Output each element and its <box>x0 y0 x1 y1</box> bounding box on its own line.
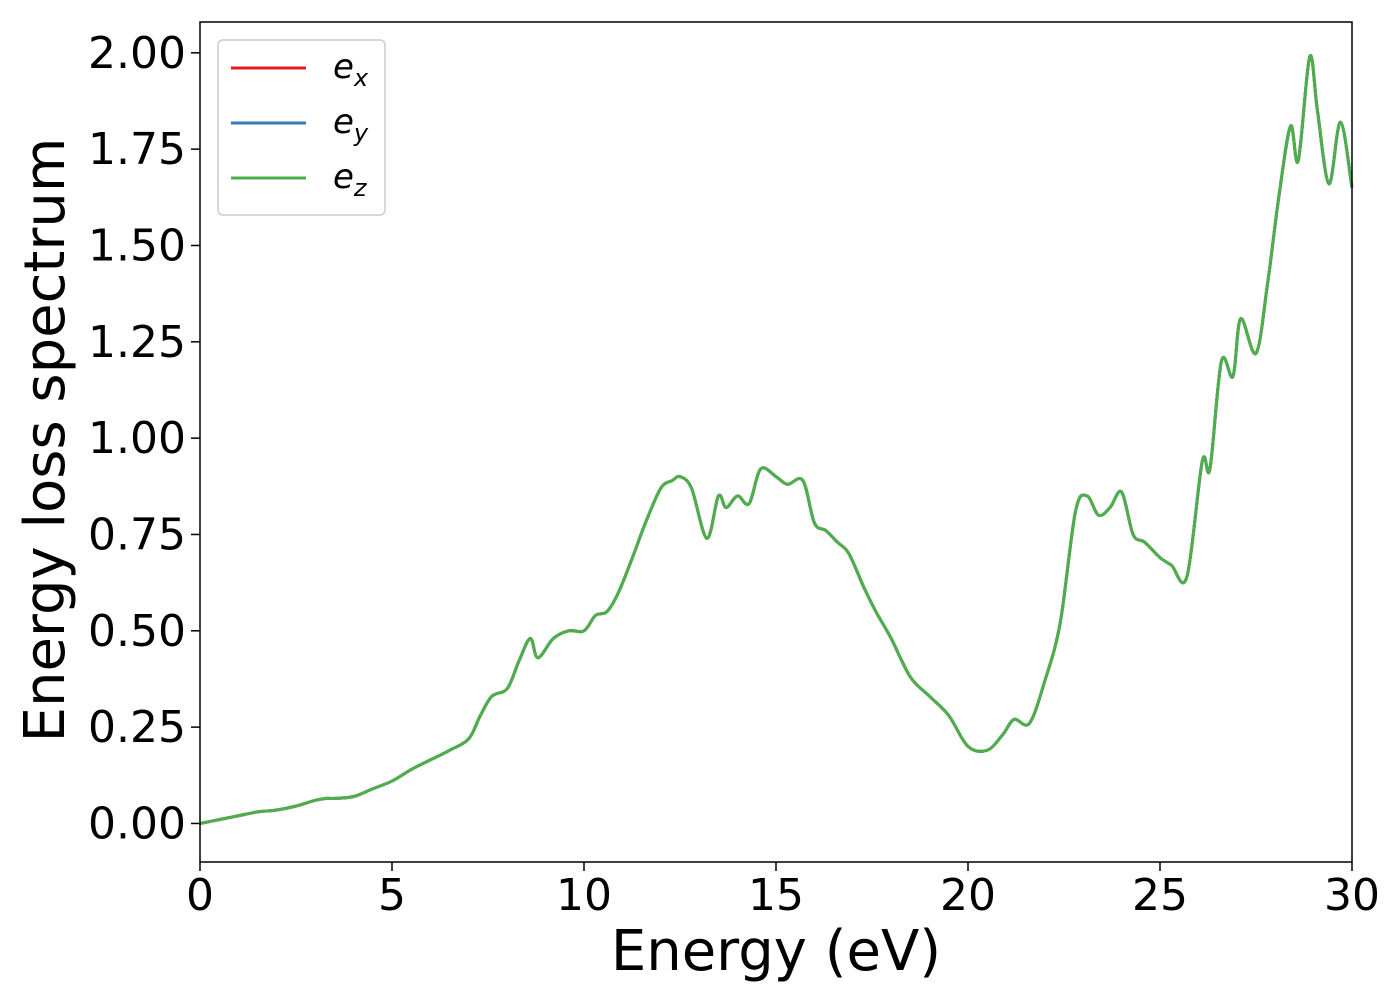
legend-label-ey: ey <box>333 102 369 147</box>
y-tick-label: 0.25 <box>88 702 186 753</box>
y-axis-label: Energy loss spectrum <box>13 138 78 743</box>
legend-label-ex: ex <box>333 47 369 92</box>
x-tick-label: 0 <box>186 870 214 921</box>
x-axis-label: Energy (eV) <box>611 919 941 984</box>
y-tick-label: 0.00 <box>88 798 186 849</box>
x-axis: 0 5 10 15 20 25 30 <box>186 862 1380 921</box>
x-tick-label: 25 <box>1132 870 1188 921</box>
x-tick-label: 10 <box>556 870 612 921</box>
y-tick-label: 1.75 <box>88 124 186 175</box>
x-tick-label: 15 <box>748 870 804 921</box>
y-tick-label: 1.00 <box>88 413 186 464</box>
legend: ex ey ez <box>217 39 386 216</box>
legend-box <box>217 39 386 216</box>
y-tick-label: 2.00 <box>88 28 186 79</box>
y-tick-label: 0.75 <box>88 509 186 560</box>
y-axis: 0.00 0.25 0.50 0.75 1.00 1.25 1.50 1.75 2.00 <box>88 28 200 849</box>
legend-label-ez: ez <box>333 157 368 202</box>
y-tick-label: 1.25 <box>88 317 186 368</box>
x-tick-label: 20 <box>940 870 996 921</box>
y-tick-label: 1.50 <box>88 220 186 271</box>
x-tick-label: 30 <box>1324 870 1380 921</box>
x-tick-label: 5 <box>378 870 406 921</box>
series-layer <box>199 54 1354 825</box>
y-tick-label: 0.50 <box>88 606 186 657</box>
series-line-ez <box>199 54 1354 825</box>
